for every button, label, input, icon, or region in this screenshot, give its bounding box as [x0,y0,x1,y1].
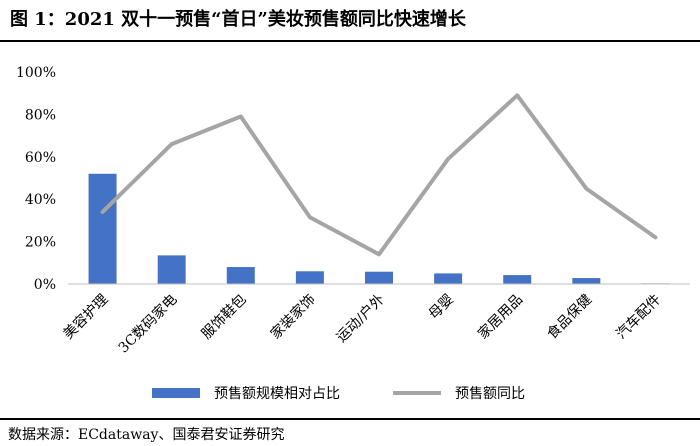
bar [503,275,532,284]
x-tick-label: 家装家饰 [267,291,319,343]
bar [295,271,324,284]
bar [88,173,117,284]
bar [365,271,393,284]
x-axis-labels: 美容护理 3C数码家电 服饰鞋包 家装家饰 运动/户外 母婴 家居用品 食品保健 汽车配件 [60,291,665,356]
bar-series [88,173,670,284]
chart-title: 图 1：2021 双十一预售“首日”美妆预售额同比快速增长 [10,9,466,30]
bar [226,267,255,284]
x-tick-label: 母婴 [426,292,457,323]
bar [434,273,463,284]
x-tick-label: 3C数码家电 [115,291,180,356]
x-tick-label: 服饰鞋包 [199,292,250,343]
legend-bar-swatch [152,388,200,398]
legend-bar-label: 预售额规模相对占比 [214,386,340,402]
x-tick-label: 食品保健 [544,291,596,343]
x-tick-label: 美容护理 [60,291,112,343]
x-tick-label: 家居用品 [474,291,526,343]
legend: 预售额规模相对占比 预售额同比 [152,386,525,402]
title-rule [0,40,700,42]
source-note: 数据来源：ECdataway、国泰君安证券研究 [8,427,285,443]
y-tick-label: 100% [16,65,56,81]
y-tick-label: 60% [25,150,56,166]
y-axis: 0% 20% 40% 60% 80% 100% [16,65,56,293]
yoy-line [100,93,658,257]
legend-line-label: 预售额同比 [455,386,525,402]
x-tick-label: 运动/户外 [333,291,388,346]
x-tick-label: 汽车配件 [613,291,665,343]
bar [157,255,186,284]
y-tick-label: 80% [25,107,56,123]
y-tick-label: 40% [25,192,56,208]
bar [572,278,601,284]
y-tick-label: 20% [25,235,56,251]
y-tick-label: 0% [34,277,56,293]
source-rule [0,418,700,420]
